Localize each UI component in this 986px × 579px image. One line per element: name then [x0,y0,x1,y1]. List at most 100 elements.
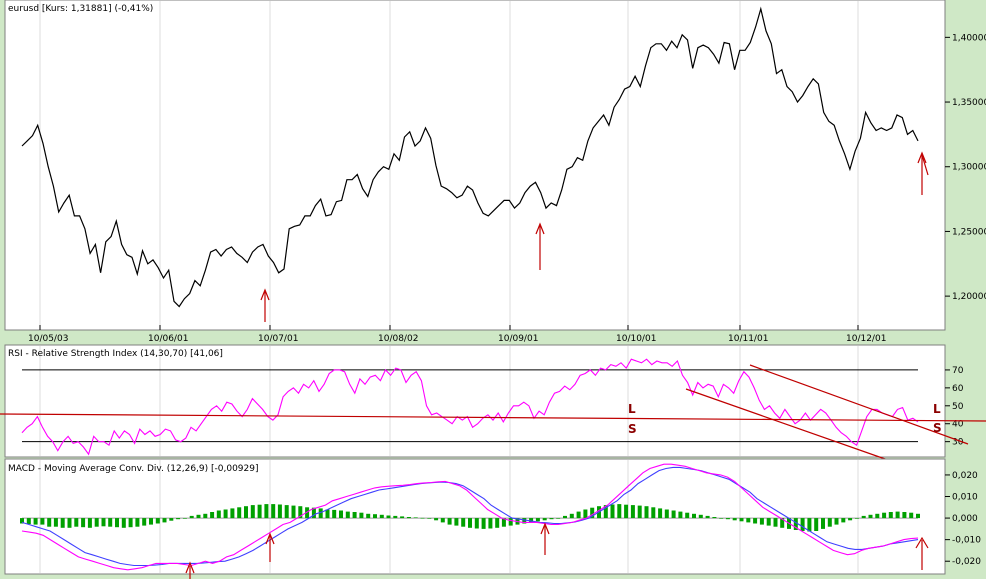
histogram-bar [671,510,676,518]
histogram-bar [176,518,181,520]
rsi-annotation-s-1: S [628,422,637,436]
histogram-bar [617,504,622,519]
histogram-bar [664,509,669,519]
price-panel-background [4,0,946,331]
y-tick-label: 1,25000 [952,227,986,237]
histogram-bar [142,518,147,526]
histogram-bar [40,518,45,525]
histogram-bar [216,510,221,518]
histogram-bar [902,512,907,518]
histogram-bar [447,518,452,525]
histogram-bar [759,518,764,525]
rsi-panel-background [4,344,946,458]
histogram-bar [386,515,391,519]
rsi-panel-title: RSI - Relative Strength Index (14,30,70)… [8,349,223,359]
histogram-bar [244,506,248,519]
price-annotations [260,151,929,322]
price-vertical-grid [39,1,859,329]
histogram-bar [895,511,900,519]
histogram-bar [291,505,296,519]
histogram-bar [522,518,527,524]
y-tick-label: -0,010 [952,536,981,546]
x-tick-label: 10/07/01 [258,334,298,344]
histogram-bar [861,515,866,519]
histogram-bar [393,515,398,519]
histogram-bar [325,509,330,519]
histogram-bar [807,518,812,532]
y-tick-label: 0,010 [952,493,978,503]
histogram-bar [624,504,629,519]
macd-panel-title: MACD - Moving Average Conv. Div. (12,26,… [8,464,259,474]
histogram-bar [101,518,106,527]
y-tick-label: 1,35000 [952,98,986,108]
histogram-bar [94,518,99,527]
histogram-bar [237,507,242,519]
histogram-bar [196,514,201,518]
histogram-bar [535,518,540,522]
histogram-bar [508,518,513,526]
histogram-bar [318,508,323,519]
histogram-bar [74,518,79,527]
histogram-bar [203,513,208,519]
x-tick-label: 10/08/02 [378,334,418,344]
histogram-bar [250,505,255,518]
histogram-bar [53,518,58,527]
histogram-bar [685,512,690,519]
histogram-bar [542,518,547,521]
histogram-bar [468,518,472,528]
x-tick-label: 10/11/01 [728,334,768,344]
histogram-bar [210,512,215,518]
histogram-bar [305,507,310,519]
rsi-annotation-l-1: L [628,402,636,416]
histogram-bar [651,507,656,519]
histogram-bar [576,511,581,519]
price-x-axis: 10/05/03 10/06/01 10/07/01 10/08/02 10/09/01… [28,325,886,344]
histogram-bar [501,518,506,527]
histogram-bar [563,515,567,519]
histogram-bar [882,512,887,519]
histogram-bar [352,512,357,518]
histogram-bar [814,518,819,531]
histogram-bar [87,518,92,528]
y-tick-label: 1,30000 [952,163,986,173]
x-tick-label: 10/09/01 [498,334,538,344]
histogram-bar [461,518,466,527]
rsi-vertical-grid [39,346,859,456]
rsi-y-axis: 70 60 50 40 30 [945,366,964,448]
histogram-bar [746,518,751,523]
histogram-bar [284,505,289,518]
histogram-bar [20,518,24,524]
x-tick-label: 10/10/01 [616,334,656,344]
price-panel: eurusd [Kurs: 1,31881] (-0,41%) 1,200001… [4,0,986,344]
histogram-bar [583,509,588,519]
histogram-bar [909,512,914,519]
histogram-bar [33,518,38,525]
histogram-bar [298,506,303,519]
histogram-bar [339,510,343,518]
histogram-bar [182,518,187,519]
histogram-bar [766,518,771,526]
histogram-bar [366,513,371,519]
histogram-bar [753,518,758,524]
histogram-bar [610,504,615,519]
histogram-bar [277,504,282,519]
rsi-annotation-s-2: S [933,421,942,435]
histogram-bar [630,505,635,518]
histogram-bar [454,518,459,526]
histogram-bar [108,518,113,527]
histogram-bar [875,513,880,519]
histogram-bar [311,507,316,519]
histogram-bar [773,518,778,527]
price-arrow-1 [260,288,270,322]
histogram-bar [474,518,479,529]
macd-arrow-2 [265,532,275,562]
histogram-bar [739,518,744,522]
rsi-panel: RSI - Relative Strength Index (14,30,70)… [0,344,986,461]
price-arrow-2 [535,222,545,270]
macd-y-axis: 0,020 0,010 0,000 -0,010 -0,020 [945,471,981,567]
x-tick-label: 10/12/01 [846,334,886,344]
histogram-bar [155,518,160,524]
histogram-bar [793,518,798,530]
histogram-bar [406,517,411,519]
macd-panel: MACD - Moving Average Conv. Div. (12,26,… [4,458,981,579]
